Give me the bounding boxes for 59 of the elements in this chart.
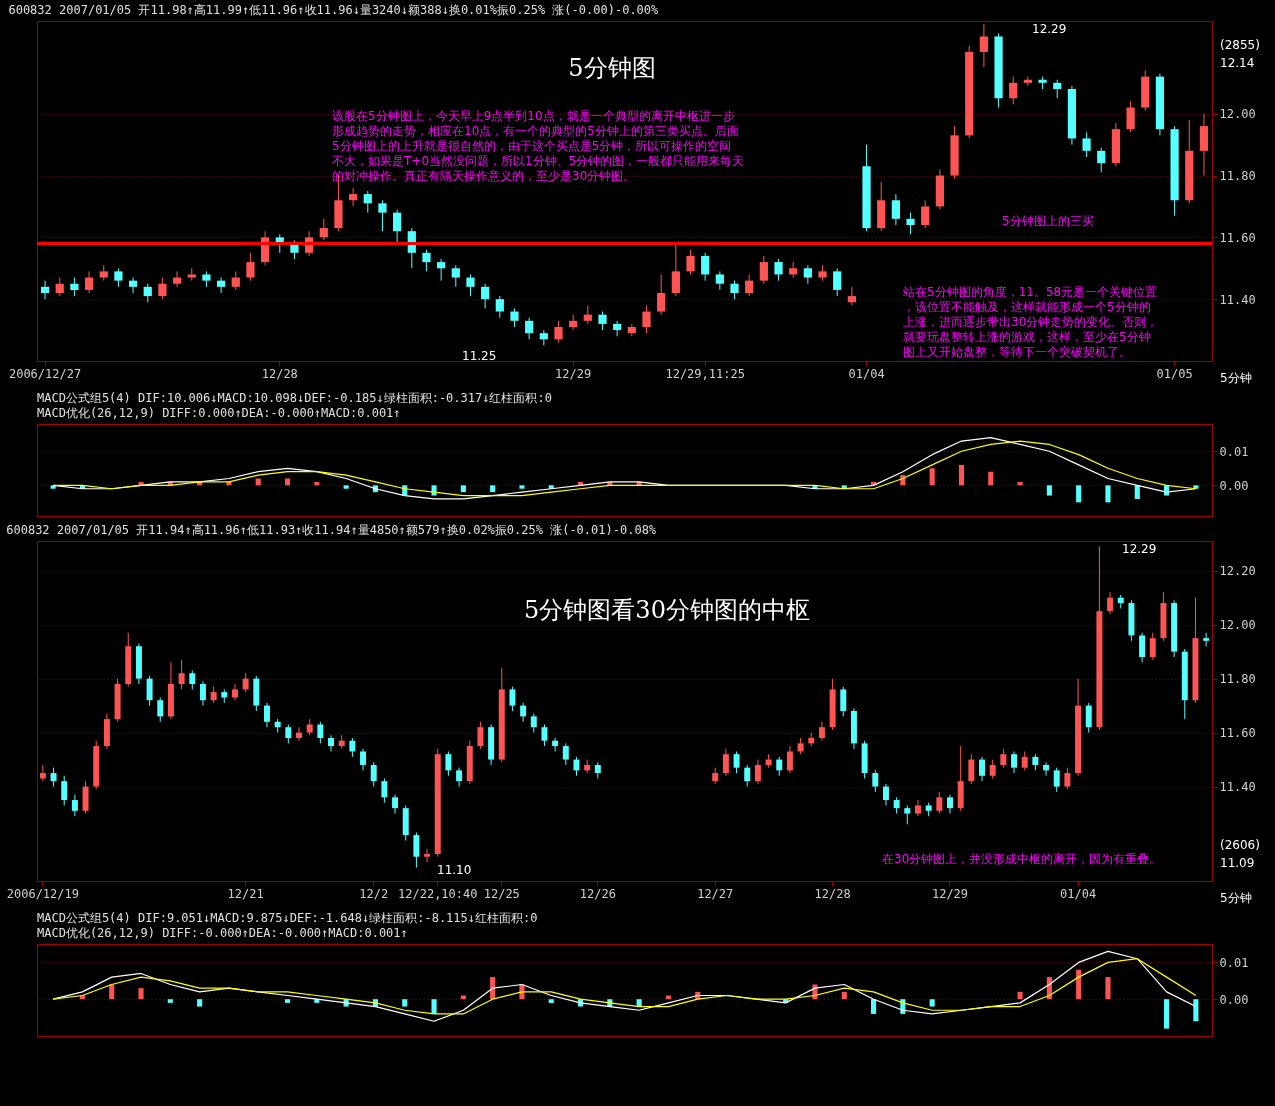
annotation: 的对冲操作。真正有隔天操作意义的，至少是30分钟图。 bbox=[332, 169, 636, 183]
y-tick-label: 11.80 bbox=[1219, 672, 1256, 687]
y-tick-label: 11.60 bbox=[1219, 726, 1256, 741]
text: 12.14 bbox=[1220, 56, 1255, 70]
x-tick-label: 12/2 bbox=[359, 886, 389, 901]
text: 5分钟 bbox=[1220, 371, 1252, 385]
x-tick-label: 12/29 bbox=[931, 886, 969, 901]
x-tick-label: 01/05 bbox=[1156, 366, 1193, 381]
chart-subtitle: 600832 2007/01/05 开11.94↑高11.96↑低11.93↑收11.94↑量4850↑额579↑换0.02%振0.25% 涨(-0.01)-0.08% bbox=[6, 523, 657, 537]
y-tick-label: 0.01 bbox=[1219, 444, 1249, 459]
x-tick-label: 01/04 bbox=[848, 366, 885, 381]
chart-subtitle: MACD优化(26,12,9) DIFF:-0.000↑DEA:-0.000↑MACD:0.001↑ bbox=[37, 926, 408, 940]
x-tick-label: 2006/12/27 bbox=[8, 366, 82, 381]
annotation: 不大，如果是T+0当然没问题，所以1分钟、5分钟的图，一般都只能用来每天 bbox=[332, 154, 745, 168]
annotation: 上涨，进而逐步带出30分钟走势的变化。否则， bbox=[903, 315, 1159, 329]
y-tick-label: 11.40 bbox=[1219, 292, 1256, 307]
annotation: 12.29 bbox=[1032, 22, 1067, 36]
y-tick-label: 12.00 bbox=[1219, 107, 1256, 122]
annotation: 5分钟图上的三买 bbox=[1002, 214, 1094, 228]
y-tick-label: 11.60 bbox=[1219, 230, 1256, 245]
annotation: 站在5分钟图的角度，11。58元是一个关键位置 bbox=[903, 285, 1158, 299]
annotation: 就要玩盘整转上涨的游戏，这样，至少在5分钟 bbox=[903, 330, 1151, 344]
y-tick-label: 0.00 bbox=[1219, 478, 1249, 493]
y-tick-label: 11.80 bbox=[1219, 169, 1256, 184]
annotation: 5分钟图上的上升就是很自然的，由于这个买点是5分钟，所以可操作的空间 bbox=[332, 139, 732, 153]
chart-title: MACD公式组5(4) DIF:9.051↓MACD:9.875↓DEF:-1.648↓绿柱面积:-8.115↓红柱面积:0 bbox=[37, 911, 538, 925]
y-tick-label: 12.00 bbox=[1219, 618, 1256, 633]
text: (2855) bbox=[1220, 38, 1260, 52]
y-tick-label: 0.01 bbox=[1219, 955, 1249, 970]
y-tick-label: 12.20 bbox=[1219, 564, 1256, 579]
text: (2606) bbox=[1220, 838, 1260, 852]
x-tick-label: 12/29,11:25 bbox=[665, 366, 745, 381]
chart-subtitle: 600832 2007/01/05 开11.98↑高11.99↑低11.96↑收11.96↓量3240↓额388↓换0.01%振0.25% 涨(-0.00)-0.00% bbox=[8, 3, 660, 17]
y-tick-label: 11.40 bbox=[1219, 780, 1256, 795]
text: 5分钟 bbox=[1220, 891, 1252, 905]
annotation: ，该位置不能触及，这样就能形成一个5分钟的 bbox=[903, 300, 1151, 314]
text: 5分钟图看30分钟图的中枢 bbox=[524, 596, 810, 624]
x-tick-label: 12/22,10:40 bbox=[398, 886, 478, 901]
x-tick-label: 01/04 bbox=[1060, 886, 1097, 901]
text: 5分钟图 bbox=[568, 54, 656, 82]
x-tick-label: 12/21 bbox=[227, 886, 264, 901]
x-tick-label: 12/29 bbox=[555, 366, 592, 381]
annotation: 图上又开始盘整，等待下一个突破契机了。 bbox=[903, 345, 1131, 359]
chart-title: MACD公式组5(4) DIF:10.006↓MACD:10.098↓DEF:-0.185↓绿柱面积:-0.317↓红柱面积:0 bbox=[37, 391, 552, 405]
x-tick-label: 12/27 bbox=[697, 886, 734, 901]
chart-subtitle: MACD优化(26,12,9) DIFF:0.000↑DEA:-0.000↑MACD:0.001↑ bbox=[37, 406, 401, 420]
annotation: 在30分钟图上，并没形成中枢的离开，因为有重叠。 bbox=[882, 852, 1162, 866]
x-tick-label: 12/26 bbox=[579, 886, 616, 901]
x-tick-label: 12/25 bbox=[483, 886, 520, 901]
annotation: 该股在5分钟图上，今天早上9点半到10点，就是一个典型的离开中枢进一步 bbox=[332, 109, 735, 123]
y-tick-label: 0.00 bbox=[1219, 992, 1249, 1007]
text: 11.09 bbox=[1220, 856, 1255, 870]
annotation: 形成趋势的走势，相应在10点，有一个的典型的5分钟上的第三类买点。后面 bbox=[332, 124, 739, 138]
x-tick-label: 2006/12/19 bbox=[6, 886, 79, 901]
annotation: 11.10 bbox=[437, 863, 472, 877]
x-tick-label: 12/28 bbox=[261, 366, 298, 381]
x-tick-label: 12/28 bbox=[814, 886, 851, 901]
annotation: 12.29 bbox=[1122, 542, 1157, 556]
annotation: 11.25 bbox=[462, 349, 497, 363]
